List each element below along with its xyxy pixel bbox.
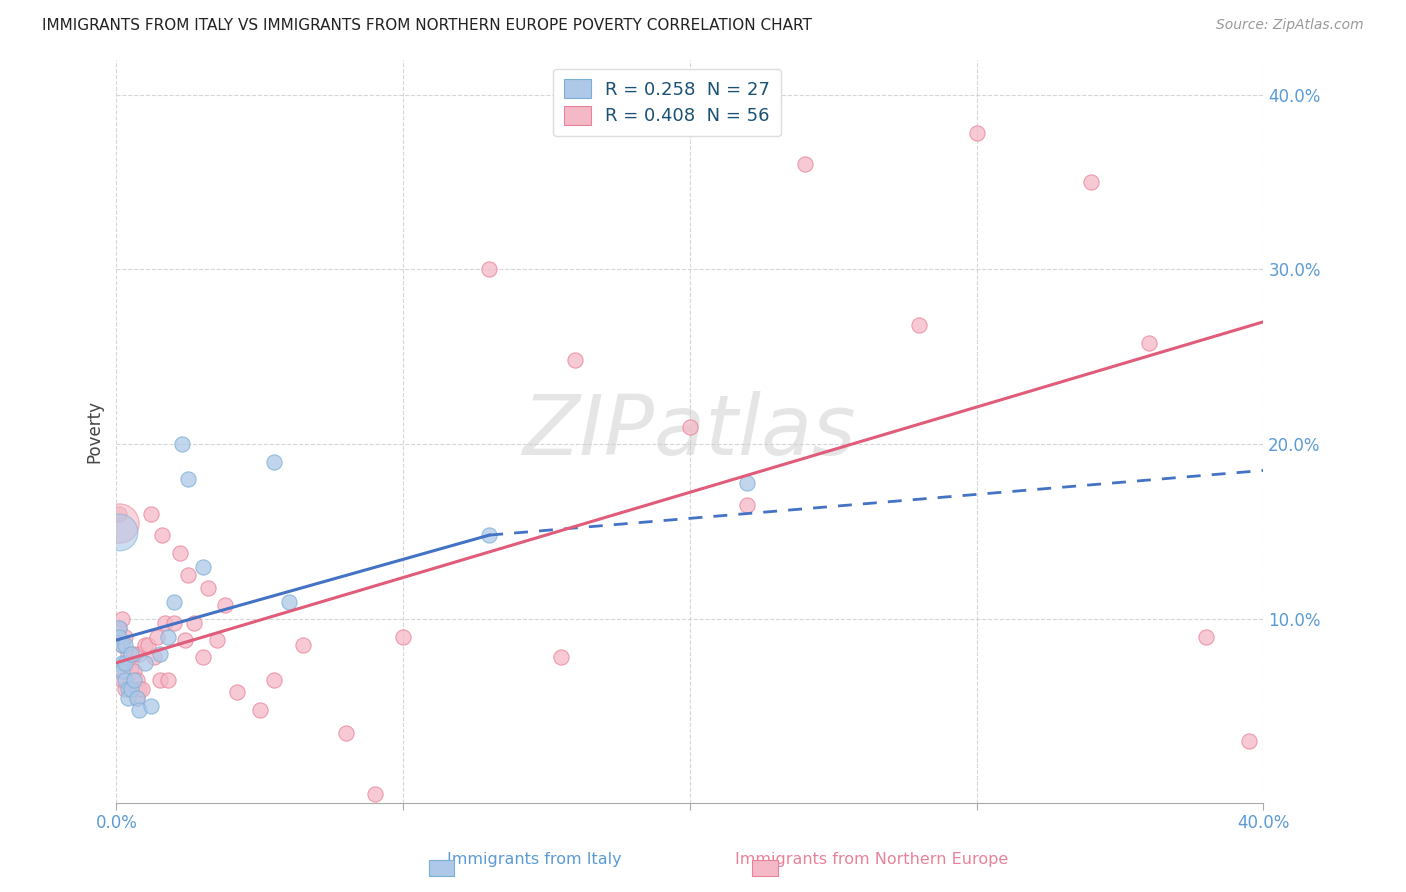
Point [111, 673, 134, 688]
Y-axis label: Poverty: Poverty [86, 400, 103, 463]
Point [966, 126, 988, 140]
Point [169, 546, 191, 560]
Point [128, 647, 150, 661]
Point [249, 703, 271, 717]
Point [108, 507, 131, 521]
Point [172, 437, 194, 451]
Point [291, 638, 314, 652]
Point [679, 419, 702, 434]
Text: Immigrants from Northern Europe: Immigrants from Northern Europe [735, 852, 1008, 867]
Point [148, 673, 170, 688]
Point [134, 638, 156, 652]
Point [550, 650, 572, 665]
Point [1080, 175, 1102, 189]
Point [177, 472, 200, 486]
Point [155, 615, 177, 630]
Point [117, 656, 139, 670]
Point [108, 524, 131, 539]
Point [191, 650, 214, 665]
Point [142, 650, 165, 665]
Point [125, 673, 148, 688]
Point [163, 615, 186, 630]
Point [120, 665, 142, 679]
Point [117, 647, 139, 661]
Text: ZIPatlas: ZIPatlas [523, 391, 856, 472]
Text: IMMIGRANTS FROM ITALY VS IMMIGRANTS FROM NORTHERN EUROPE POVERTY CORRELATION CHA: IMMIGRANTS FROM ITALY VS IMMIGRANTS FROM… [42, 18, 813, 33]
Point [128, 681, 150, 696]
Point [197, 581, 219, 595]
Point [564, 353, 586, 368]
Point [120, 681, 142, 696]
Point [226, 685, 249, 699]
Point [735, 475, 758, 490]
Point [735, 499, 758, 513]
Point [183, 615, 205, 630]
Point [122, 665, 145, 679]
Point [145, 630, 167, 644]
Point [263, 455, 285, 469]
Point [111, 638, 134, 652]
Point [139, 507, 162, 521]
Text: Source: ZipAtlas.com: Source: ZipAtlas.com [1216, 18, 1364, 32]
Point [205, 632, 228, 647]
Point [114, 681, 136, 696]
Point [122, 673, 145, 688]
Point [136, 638, 159, 652]
Point [114, 673, 136, 688]
Point [157, 673, 180, 688]
Point [363, 787, 385, 801]
Point [793, 157, 815, 171]
Point [148, 647, 170, 661]
Point [114, 656, 136, 670]
Point [157, 630, 180, 644]
Point [177, 568, 200, 582]
Point [335, 725, 357, 739]
Point [478, 528, 501, 542]
Text: Immigrants from Italy: Immigrants from Italy [447, 852, 621, 867]
Point [478, 262, 501, 277]
Point [163, 594, 186, 608]
Point [125, 690, 148, 705]
Point [117, 681, 139, 696]
Point [131, 681, 153, 696]
Point [191, 559, 214, 574]
Point [108, 621, 131, 635]
Legend: R = 0.258  N = 27, R = 0.408  N = 56: R = 0.258 N = 27, R = 0.408 N = 56 [553, 69, 780, 136]
Point [122, 647, 145, 661]
Point [263, 673, 285, 688]
Point [111, 656, 134, 670]
Point [120, 647, 142, 661]
Point [139, 699, 162, 714]
Point [108, 621, 131, 635]
Point [108, 630, 131, 644]
Point [120, 681, 142, 696]
Point [114, 665, 136, 679]
Point [277, 594, 299, 608]
Point [117, 690, 139, 705]
Point [1195, 630, 1218, 644]
Point [111, 612, 134, 626]
Point [128, 703, 150, 717]
Point [114, 630, 136, 644]
Point [111, 638, 134, 652]
Point [908, 318, 931, 333]
Point [125, 690, 148, 705]
Point [174, 632, 197, 647]
Point [1237, 734, 1260, 748]
Point [134, 656, 156, 670]
Point [108, 516, 131, 530]
Point [214, 598, 236, 612]
Point [111, 665, 134, 679]
Point [150, 528, 173, 542]
Point [392, 630, 415, 644]
Point [1137, 335, 1160, 350]
Point [114, 638, 136, 652]
